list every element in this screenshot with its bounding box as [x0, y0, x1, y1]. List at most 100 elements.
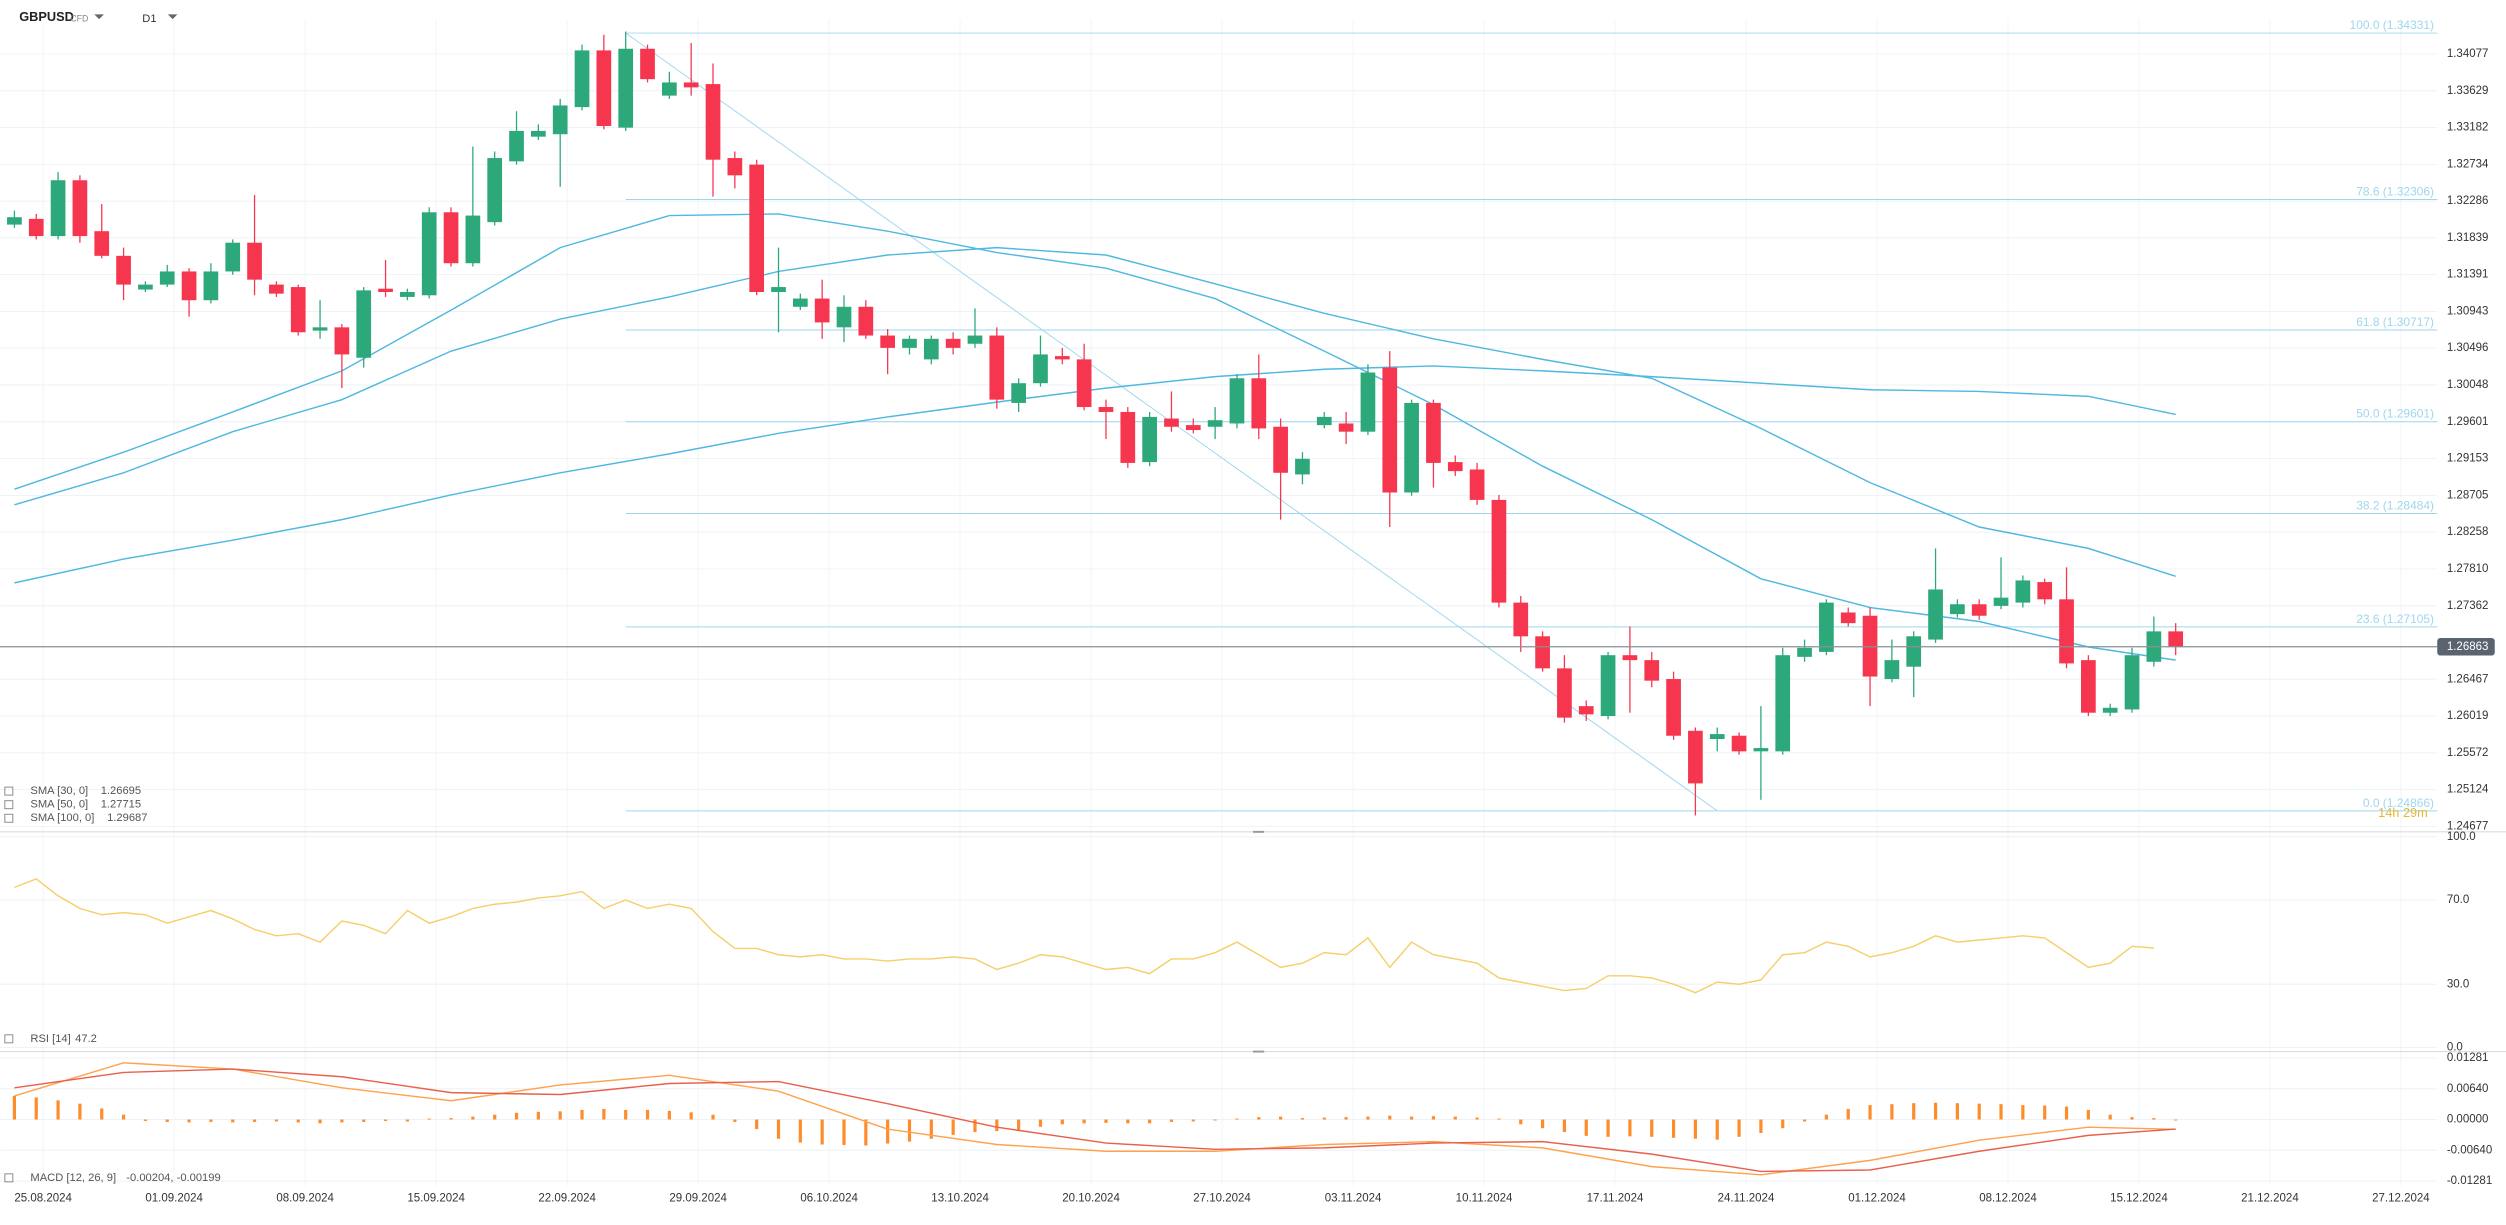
- fib-label: 50.0 (1.29601): [2356, 407, 2434, 421]
- symbol-dropdown[interactable]: [94, 14, 104, 20]
- x-tick-label: 27.12.2024: [2372, 1193, 2430, 1205]
- macd-histogram-bar: [340, 1119, 344, 1123]
- macd-histogram-bar: [187, 1119, 191, 1123]
- candle-body: [2124, 655, 2140, 710]
- x-tick-label: 22.09.2024: [538, 1193, 596, 1205]
- candle-body: [902, 338, 917, 348]
- candle-body: [1840, 612, 1856, 624]
- macd-histogram-bar: [2086, 1109, 2090, 1120]
- macd-histogram-bar: [645, 1109, 650, 1120]
- symbol[interactable]: GBPUSD: [19, 9, 74, 24]
- timeframe[interactable]: D1: [142, 13, 156, 25]
- macd-histogram-bar: [602, 1108, 606, 1120]
- x-tick-label: 20.10.2024: [1062, 1193, 1120, 1205]
- macd-histogram-bar: [1519, 1119, 1523, 1125]
- candle-body: [334, 327, 350, 355]
- macd-histogram-bar: [209, 1119, 213, 1122]
- candle-body: [1207, 420, 1223, 427]
- legend-value: 1.26695: [101, 785, 141, 797]
- candle-body: [443, 212, 459, 264]
- candle-body: [50, 180, 66, 237]
- macd-histogram-bar: [1802, 1119, 1807, 1122]
- grid: [0, 19, 2438, 1186]
- macd-histogram-bar: [274, 1119, 278, 1122]
- candle-body: [1600, 655, 1616, 717]
- candle-body: [792, 298, 808, 307]
- macd-histogram-bar: [1606, 1119, 1610, 1137]
- legend-icon[interactable]: [4, 1173, 14, 1183]
- macd-histogram-bar: [1977, 1103, 1981, 1120]
- macd-histogram-bar: [296, 1119, 300, 1123]
- candle-body: [1447, 462, 1463, 472]
- legend-value: 1.27715: [101, 799, 141, 811]
- macd-histogram-bar: [886, 1119, 890, 1144]
- x-tick-label: 24.11.2024: [1718, 1193, 1775, 1205]
- candle-body: [1382, 367, 1398, 493]
- candle-body: [1098, 407, 1114, 412]
- candle-body: [1076, 359, 1092, 408]
- candle-body: [1753, 748, 1769, 752]
- legend-icon[interactable]: [4, 813, 14, 823]
- candle-body: [7, 217, 22, 225]
- y-tick-label: 1.34077: [2447, 48, 2489, 60]
- macd-histogram-bar: [1846, 1108, 1850, 1120]
- macd-histogram-bar: [1737, 1119, 1741, 1137]
- y-tick-label: 0.00000: [2447, 1114, 2489, 1126]
- macd-histogram-bar: [1453, 1116, 1457, 1120]
- macd-histogram-bar: [2108, 1114, 2112, 1120]
- macd-histogram-bar: [405, 1119, 409, 1122]
- candle-body: [312, 327, 328, 331]
- candle-body: [356, 290, 372, 358]
- macd-line: [14, 1062, 2176, 1176]
- candle-body: [1054, 356, 1070, 360]
- y-tick-label: 0.00640: [2447, 1083, 2489, 1095]
- legend-icon[interactable]: [4, 1034, 14, 1044]
- macd-histogram-bar: [558, 1111, 562, 1120]
- last-price-badge: [2437, 637, 2495, 656]
- candle-body: [683, 82, 699, 88]
- macd-histogram-bar: [1562, 1119, 1567, 1133]
- legend-icon[interactable]: [4, 786, 14, 796]
- macd-histogram-bar: [1300, 1118, 1305, 1120]
- candle-body: [858, 306, 874, 336]
- y-tick-label: 1.25572: [2447, 747, 2489, 759]
- candle-body: [2102, 707, 2118, 713]
- macd-histogram-bar: [776, 1119, 781, 1139]
- y-tick-label: 1.29153: [2447, 453, 2489, 465]
- countdown: 14h 29m: [2378, 805, 2428, 820]
- candle-body: [400, 291, 415, 297]
- candle-body: [1884, 660, 1900, 680]
- macd-histogram-bar: [1060, 1119, 1064, 1125]
- x-tick-label: 29.09.2024: [669, 1193, 727, 1205]
- macd-histogram-bar: [864, 1119, 868, 1146]
- candle-body: [1273, 426, 1288, 473]
- macd-histogram-bar: [951, 1119, 955, 1135]
- macd-histogram-bar: [580, 1109, 584, 1120]
- macd-histogram-bar: [427, 1118, 431, 1120]
- y-tick-label: 30.0: [2447, 978, 2469, 990]
- y-tick-label: 1.33629: [2447, 85, 2489, 97]
- candle-body: [1404, 402, 1419, 493]
- candle-body: [1185, 425, 1201, 431]
- candle-body: [509, 130, 524, 162]
- fib-label: 100.0 (1.34331): [2350, 18, 2435, 32]
- candle-body: [618, 48, 634, 128]
- y-tick-label: 1.31391: [2447, 269, 2489, 281]
- legend-icon[interactable]: [4, 800, 14, 810]
- y-tick-label: 1.25124: [2447, 784, 2489, 796]
- macd-histogram-bar: [1104, 1119, 1108, 1123]
- macd-histogram-bar: [1693, 1119, 1698, 1139]
- y-tick-label: 1.24677: [2447, 820, 2489, 832]
- candle-body: [1797, 647, 1812, 657]
- timeframe-dropdown[interactable]: [167, 14, 178, 20]
- candle-body: [1426, 402, 1441, 463]
- y-tick-label: -0.01281: [2447, 1175, 2492, 1187]
- candle-body: [1709, 734, 1725, 740]
- candle-body: [574, 50, 590, 108]
- macd-histogram-bar: [1497, 1118, 1501, 1120]
- macd-histogram-bar: [1933, 1102, 1938, 1120]
- candle-body: [290, 287, 306, 333]
- y-tick-label: 1.31839: [2447, 232, 2489, 244]
- x-tick-label: 01.09.2024: [145, 1193, 203, 1205]
- macd-histogram-bar: [143, 1119, 147, 1121]
